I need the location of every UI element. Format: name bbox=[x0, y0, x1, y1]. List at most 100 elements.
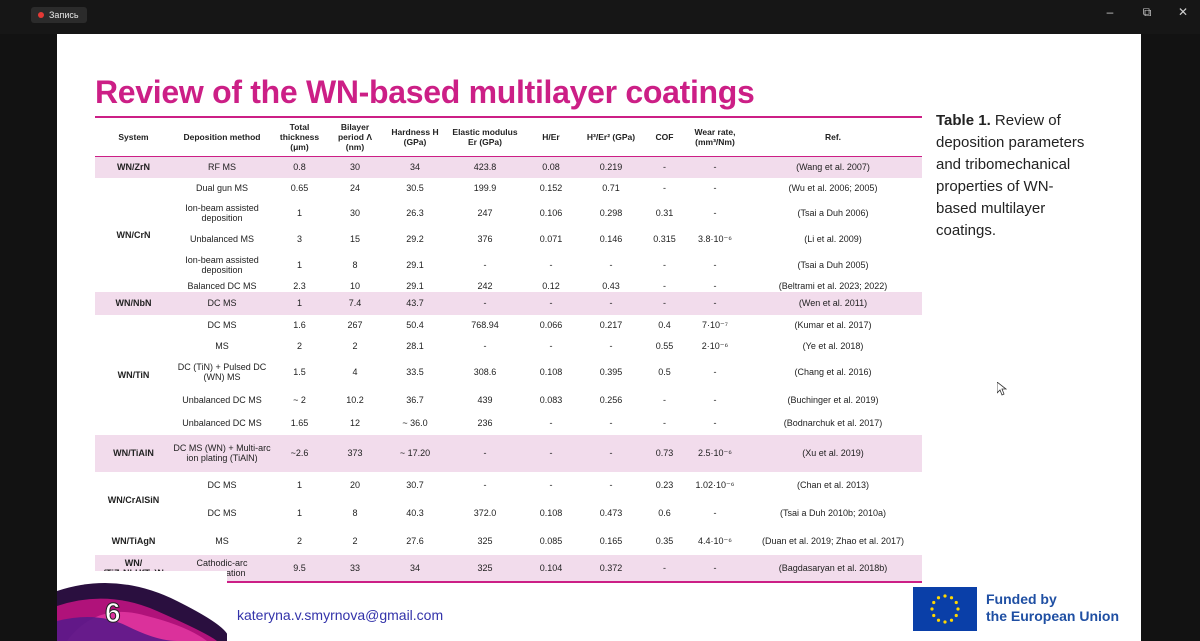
table-cell: - bbox=[713, 260, 717, 270]
table-cell: 15 bbox=[349, 234, 360, 244]
table-row: Unbalanced DC MS ~ 2 10.2 36.7 439 0.083 0.256… bbox=[95, 388, 922, 412]
slide-title: Review of the WN-based multilayer coatin… bbox=[95, 74, 755, 110]
table-row: WN/CrN Dual gun MS 0.65 24 30.5 199.9 0.152 0.7… bbox=[95, 178, 922, 240]
table-cell: - bbox=[713, 208, 717, 218]
table-cell: - bbox=[447, 291, 523, 315]
table-cell: 373 bbox=[327, 434, 383, 472]
table-cell: 1.6 bbox=[293, 319, 306, 330]
table-cell: 439 bbox=[477, 394, 493, 405]
table-cell: 3 bbox=[296, 234, 302, 244]
table-cell: - bbox=[643, 291, 686, 315]
table-cell: 1 bbox=[296, 479, 302, 490]
table-cell: 9.5 bbox=[272, 554, 327, 583]
table-cell: (Ye et al. 2018) bbox=[802, 340, 864, 351]
table-cell: 1 bbox=[272, 291, 327, 315]
table-cell: - bbox=[549, 479, 553, 490]
eu-star bbox=[936, 618, 941, 622]
table-cell: (Chan et al. 2013) bbox=[796, 479, 870, 490]
table-cell: 0.23 bbox=[655, 479, 674, 490]
app-titlebar: Запись – ⧉ ✕ bbox=[0, 0, 1200, 34]
table-cell: 2.3 bbox=[293, 281, 306, 291]
table-cell: 0.473 bbox=[599, 507, 623, 518]
table-cell: 0.085 bbox=[539, 536, 563, 546]
table-row: Unbalanced MS 3 15 29.2 376 0.071 0.146 0.315 3.… bbox=[95, 229, 922, 250]
table-cell: - bbox=[663, 281, 666, 291]
table-row: Ion-beam assisted deposition 1 8 29.1 - - - - - (… bbox=[95, 250, 922, 281]
table-cell: Unbalanced MS bbox=[189, 234, 255, 244]
recording-indicator[interactable]: Запись bbox=[31, 7, 87, 23]
table-cell: 2 bbox=[296, 340, 302, 351]
table-cell: - bbox=[523, 291, 579, 315]
table-cell: DC (TiN) + Pulsed DC (WN) MS bbox=[177, 362, 267, 382]
table-cell: 29.1 bbox=[406, 260, 424, 270]
restore-button[interactable]: ⧉ bbox=[1142, 5, 1152, 19]
minimize-button[interactable]: – bbox=[1106, 5, 1114, 19]
table-cell: 0.146 bbox=[599, 234, 623, 244]
table-cell: 29.1 bbox=[406, 281, 424, 291]
table-cell: - bbox=[549, 260, 553, 270]
table-cell: DC MS (WN) + Multi-arc ion plating (TiAl… bbox=[172, 434, 272, 472]
table-cell: 0.217 bbox=[599, 319, 623, 330]
table-cell: Ion-beam assisted deposition bbox=[185, 255, 259, 275]
eu-star bbox=[943, 594, 947, 598]
table-cell: 236 bbox=[477, 418, 493, 428]
table-cell: (Kumar et al. 2017) bbox=[794, 319, 872, 330]
table-cell: 4.4·10⁻⁶ bbox=[698, 536, 732, 546]
funding-line-2: the European Union bbox=[986, 608, 1119, 624]
table-cell: 36.7 bbox=[406, 394, 424, 405]
column-header: Deposition method bbox=[172, 116, 272, 157]
eu-flag-icon bbox=[913, 587, 977, 631]
table-cell: 1 bbox=[296, 507, 302, 518]
table-cell: 0.71 bbox=[602, 182, 620, 193]
table-cell: 0.43 bbox=[602, 281, 620, 291]
table-cell: - bbox=[523, 434, 579, 472]
slide-number: 6 bbox=[105, 597, 122, 629]
table-cell: - bbox=[609, 418, 613, 428]
table-cell: 34 bbox=[383, 554, 447, 583]
table-cell: 2·10⁻⁶ bbox=[701, 340, 729, 351]
table-cell: 0.315 bbox=[653, 234, 676, 244]
table-cell: - bbox=[643, 554, 686, 583]
table-cell: 0.55 bbox=[655, 340, 674, 351]
table-cell: (Bodnarchuk et al. 2017) bbox=[783, 418, 883, 428]
table-cell: 0.104 bbox=[523, 554, 579, 583]
eu-star bbox=[943, 620, 947, 624]
table-cell: 325 bbox=[447, 554, 523, 583]
column-header: H/Er bbox=[523, 116, 579, 157]
table-cell: ~ 2 bbox=[293, 394, 306, 405]
table-cell: - bbox=[579, 434, 643, 472]
table-cell: ~2.6 bbox=[272, 434, 327, 472]
table-cell: MS bbox=[215, 340, 229, 351]
table-row: WN/CrAlSiN DC MS 1 20 30.7 - - - 0.23 1.02·10⁻⁶ (C… bbox=[95, 472, 922, 505]
table-cell: ~ 36.0 bbox=[402, 418, 428, 428]
table-cell: - bbox=[663, 418, 666, 428]
table-cell: 0.08 bbox=[523, 156, 579, 178]
table-cell: - bbox=[609, 340, 613, 351]
table-cell: 0.106 bbox=[539, 208, 563, 218]
table-cell: 1.5 bbox=[293, 367, 306, 377]
table-cell: RF MS bbox=[172, 156, 272, 178]
table-cell: 10.2 bbox=[346, 394, 364, 405]
close-button[interactable]: ✕ bbox=[1177, 5, 1189, 19]
table-cell: (Buchinger et al. 2019) bbox=[787, 394, 879, 405]
table-cell: 199.9 bbox=[473, 182, 497, 193]
table-cell: - bbox=[549, 418, 553, 428]
table-cell: (Chang et al. 2016) bbox=[794, 367, 872, 377]
table-cell: Balanced DC MS bbox=[187, 281, 257, 291]
table-cell: - bbox=[483, 260, 487, 270]
table-cell: ~ 17.20 bbox=[383, 434, 447, 472]
table-cell: 0.108 bbox=[539, 507, 563, 518]
table-cell: 0.298 bbox=[599, 208, 623, 218]
table-row: Ion-beam assisted deposition 1 30 26.3 247 0.… bbox=[95, 198, 922, 229]
table-cell: (Tsai a Duh 2005) bbox=[797, 260, 869, 270]
table-cell: 43.7 bbox=[383, 291, 447, 315]
table-body: WN/ZrN RF MS 0.8 30 34 423.8 0.08 0.219- - (Wang … bbox=[95, 156, 922, 583]
table-cell: - bbox=[663, 394, 666, 405]
table-cell: 325 bbox=[477, 536, 493, 546]
table-cell: 29.2 bbox=[406, 234, 424, 244]
table-cell: 34 bbox=[383, 156, 447, 178]
table-row: WN/TiN DC MS 1.6 267 50.4 768.94 0.066 0.217 0.4… bbox=[95, 315, 922, 380]
table-cell: 0.4 bbox=[658, 319, 671, 330]
table-row: Unbalanced DC MS 1.65 12 ~ 36.0 236 - - - - (Bodn… bbox=[95, 412, 922, 435]
table-cell: - bbox=[713, 182, 717, 193]
